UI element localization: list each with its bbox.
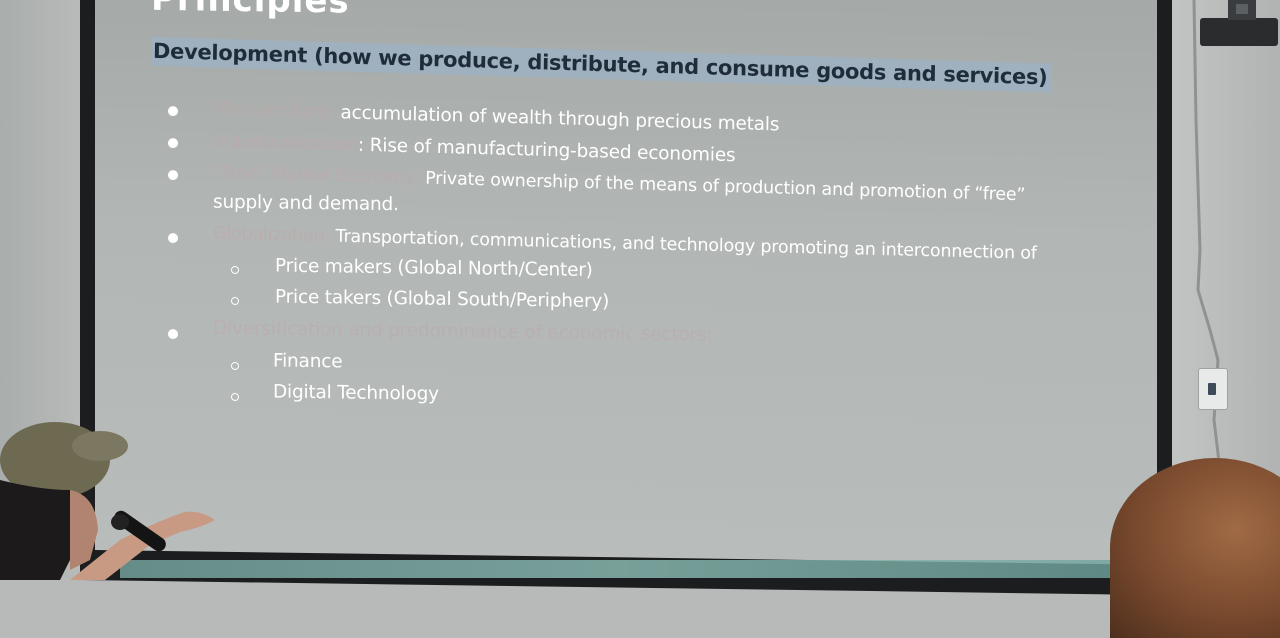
item-term: Mercantilism:	[212, 98, 335, 124]
sub-bullet-icon	[231, 361, 239, 371]
wall-cable	[1192, 0, 1222, 470]
bullet-icon	[168, 233, 178, 244]
item-text: Private ownership of the means of produc…	[419, 168, 1026, 206]
item-term: Industrialization	[212, 130, 359, 156]
sub-bullet-icon	[231, 265, 239, 275]
bullet-icon	[168, 138, 178, 149]
presenter-figure	[0, 422, 215, 580]
slide-title: Principles	[151, 0, 350, 22]
sub-list-item: Digital Technology	[273, 381, 439, 405]
floor-strip	[120, 560, 1120, 578]
bullet-icon	[168, 106, 178, 117]
sub-bullet-icon	[231, 392, 239, 402]
list-item-continuation: supply and demand.	[213, 191, 399, 216]
sub-bullet-icon	[231, 296, 239, 306]
sub-list-item: Finance	[273, 350, 343, 373]
slide-subheading: Development (how we produce, distribute,…	[150, 36, 1052, 93]
item-term: Globalization:	[212, 223, 331, 247]
wall-switch	[1198, 368, 1228, 410]
list-item-heading: Diversification and predominance of econ…	[213, 317, 713, 346]
list-item: Industrialization: Rise of manufacturing…	[213, 131, 736, 167]
item-text: accumulation of wealth through precious …	[334, 102, 780, 136]
bullet-icon	[168, 329, 178, 340]
wall-mounted-device	[1200, 0, 1278, 46]
item-text: : Rise of manufacturing-based economies	[357, 134, 736, 167]
item-term: “Free” Market Economy:	[212, 162, 420, 189]
list-item: Mercantilism: accumulation of wealth thr…	[213, 99, 780, 136]
projected-slide: Principles Development (how we produce, …	[95, 0, 1157, 565]
sub-list-item: Price makers (Global North/Center)	[275, 255, 593, 281]
sub-list-item: Price takers (Global South/Periphery)	[275, 286, 610, 313]
bullet-icon	[168, 170, 178, 181]
